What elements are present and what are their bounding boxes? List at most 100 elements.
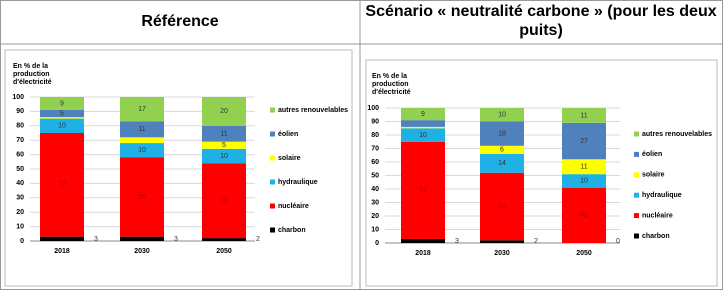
- x-tick-label: 2030: [494, 250, 510, 257]
- data-label: 10: [58, 123, 66, 130]
- data-label: 0: [616, 238, 620, 245]
- data-label: 41: [580, 212, 588, 219]
- legend-swatch: [270, 107, 275, 113]
- data-label: 2: [256, 236, 260, 243]
- bar-segment: [40, 117, 84, 119]
- bar-segment: [401, 128, 445, 142]
- data-label: 11: [580, 164, 587, 171]
- legend-label: nucléaire: [278, 203, 309, 210]
- bar-segment: [202, 148, 246, 164]
- legend-label: charbon: [642, 233, 670, 240]
- legend-swatch: [270, 227, 275, 233]
- y-axis-label: d'électricité: [13, 79, 52, 86]
- data-label: 5: [60, 110, 64, 117]
- data-label: 9: [421, 111, 425, 118]
- y-tick-label: 60: [371, 159, 379, 166]
- y-axis-label: En % de la: [372, 73, 407, 80]
- bar-segment: [202, 141, 246, 149]
- bar-segment: [401, 238, 445, 243]
- bar-segment: [40, 118, 84, 133]
- y-axis-label: production: [13, 71, 50, 78]
- y-tick-label: 70: [16, 137, 24, 144]
- data-label: 72: [58, 182, 66, 189]
- y-axis-label: En % de la: [13, 63, 48, 70]
- bar-segment: [480, 172, 524, 241]
- bar-segment: [120, 137, 164, 144]
- y-tick-label: 20: [16, 209, 24, 216]
- data-label: 5: [222, 142, 226, 149]
- data-label: 27: [580, 138, 588, 145]
- legend-swatch: [634, 151, 639, 157]
- legend-label: autres renouvelables: [278, 107, 348, 114]
- bar-segment: [202, 97, 246, 126]
- legend-label: autres renouvelables: [642, 131, 712, 138]
- bar-segment: [120, 143, 164, 158]
- bar-segment: [202, 163, 246, 239]
- data-label: 18: [498, 130, 506, 137]
- bar-segment: [401, 108, 445, 121]
- legend-label: hydraulique: [278, 179, 318, 186]
- y-tick-label: 10: [371, 226, 379, 233]
- legend-swatch: [270, 179, 275, 185]
- y-tick-label: 80: [371, 132, 379, 139]
- y-tick-label: 20: [371, 213, 379, 220]
- legend-label: éolien: [278, 131, 298, 138]
- y-tick-label: 10: [16, 223, 24, 230]
- y-tick-label: 70: [371, 145, 379, 152]
- y-tick-label: 30: [371, 199, 379, 206]
- x-tick-label: 2018: [415, 250, 431, 257]
- bar-segment: [40, 236, 84, 241]
- bar-segment: [401, 141, 445, 239]
- bar-segment: [480, 153, 524, 173]
- data-label: 3: [174, 236, 178, 243]
- bar-segment: [480, 145, 524, 154]
- bar-segment: [120, 236, 164, 241]
- data-label: 17: [138, 106, 146, 113]
- y-tick-label: 90: [371, 118, 379, 125]
- bar-segment: [562, 122, 606, 160]
- column-header-box: Scénario « neutralité carbone » (pour le…: [365, 3, 716, 39]
- legend-label: éolien: [642, 151, 662, 158]
- data-label: 72: [419, 187, 427, 194]
- legend-swatch: [270, 203, 275, 209]
- data-label: 14: [498, 160, 506, 167]
- bar-segment: [120, 121, 164, 138]
- y-tick-label: 50: [371, 172, 379, 179]
- data-label: 6: [500, 147, 504, 154]
- data-label: 9: [60, 100, 64, 107]
- bar-segment: [480, 108, 524, 122]
- x-tick-label: 2018: [54, 248, 70, 255]
- x-tick-label: 2050: [576, 250, 592, 257]
- legend-swatch: [270, 131, 275, 137]
- data-label: 20: [220, 108, 228, 115]
- bar-segment: [40, 109, 84, 118]
- x-tick-label: 2030: [134, 248, 150, 255]
- data-label: 55: [138, 194, 146, 201]
- data-label: 52: [220, 198, 228, 205]
- y-tick-label: 90: [16, 108, 24, 115]
- data-label: 10: [419, 132, 427, 139]
- legend-swatch: [634, 192, 639, 198]
- legend-label: solaire: [642, 172, 665, 179]
- y-tick-label: 50: [16, 166, 24, 173]
- y-tick-label: 40: [371, 186, 379, 193]
- data-label: 10: [220, 153, 228, 160]
- legend-label: hydraulique: [642, 192, 682, 199]
- data-label: 10: [138, 147, 146, 154]
- bar-segment: [202, 238, 246, 241]
- bar-segment: [120, 97, 164, 122]
- data-label: 2: [534, 238, 538, 245]
- y-tick-label: 100: [12, 94, 24, 101]
- y-tick-label: 0: [375, 240, 379, 247]
- legend-label: charbon: [278, 227, 306, 234]
- bar-segment: [202, 125, 246, 142]
- chart-frame: [365, 59, 718, 287]
- y-tick-label: 40: [16, 180, 24, 187]
- legend-swatch: [634, 233, 639, 239]
- data-label: 10: [498, 112, 506, 119]
- column-header: Référence: [141, 13, 218, 30]
- y-tick-label: 0: [20, 238, 24, 245]
- bar-segment: [401, 120, 445, 127]
- y-tick-label: 100: [367, 105, 379, 112]
